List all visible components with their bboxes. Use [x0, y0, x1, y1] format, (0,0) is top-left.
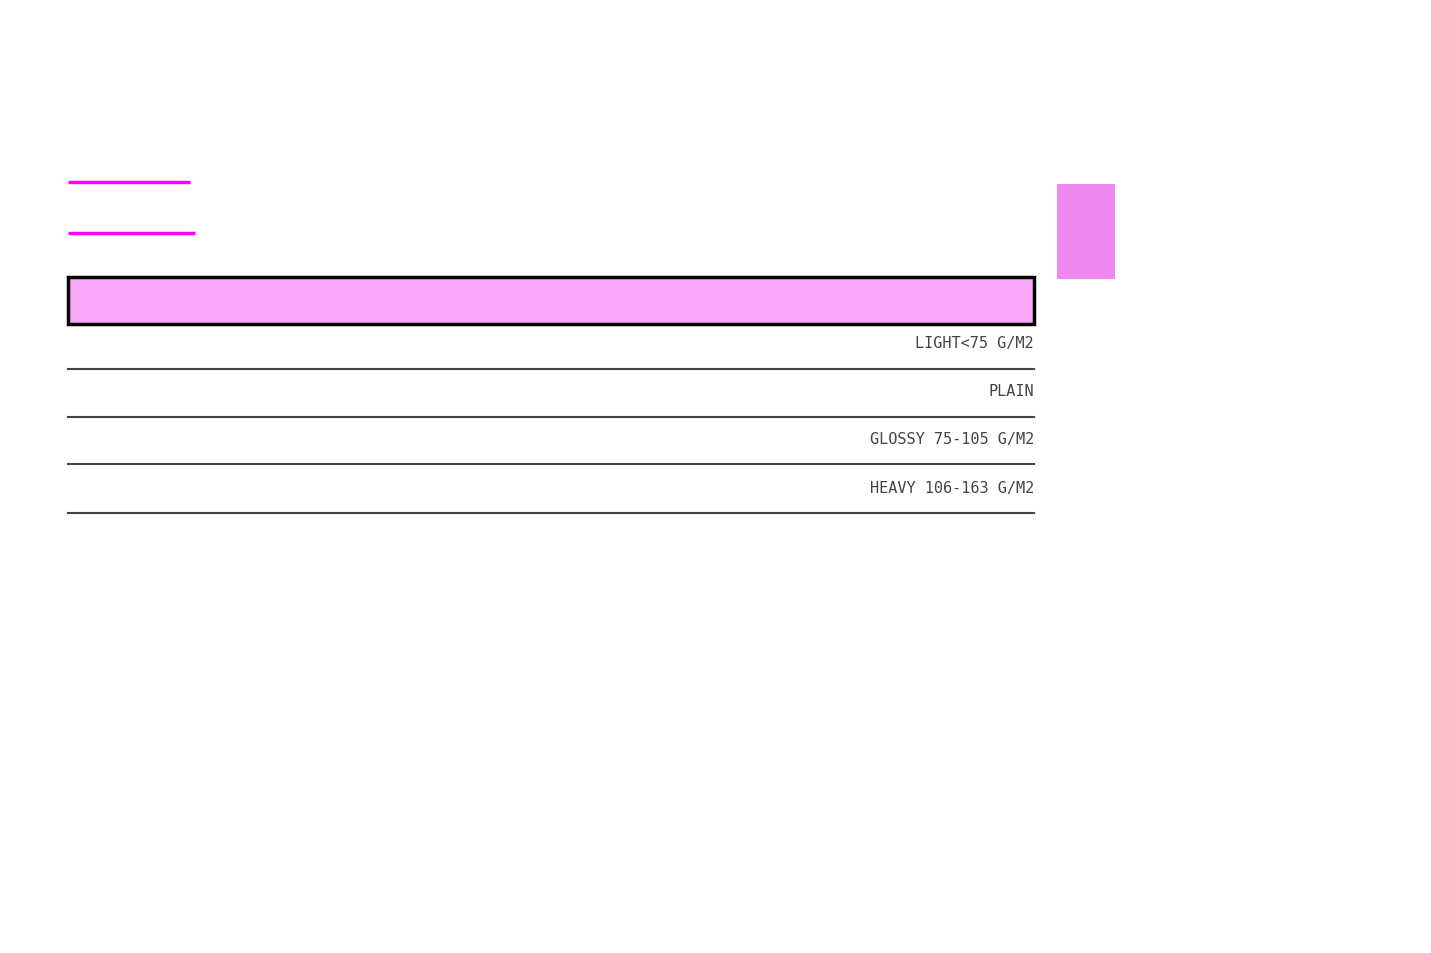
Text: GLOSSY 75-105 G/M2: GLOSSY 75-105 G/M2 [870, 432, 1035, 447]
Text: HEAVY 106-163 G/M2: HEAVY 106-163 G/M2 [870, 481, 1035, 496]
Text: PLAIN: PLAIN [989, 384, 1035, 399]
Text: LIGHT<75 G/M2: LIGHT<75 G/M2 [916, 336, 1035, 351]
Bar [69, 277, 1035, 325]
Bar [1058, 185, 1115, 280]
